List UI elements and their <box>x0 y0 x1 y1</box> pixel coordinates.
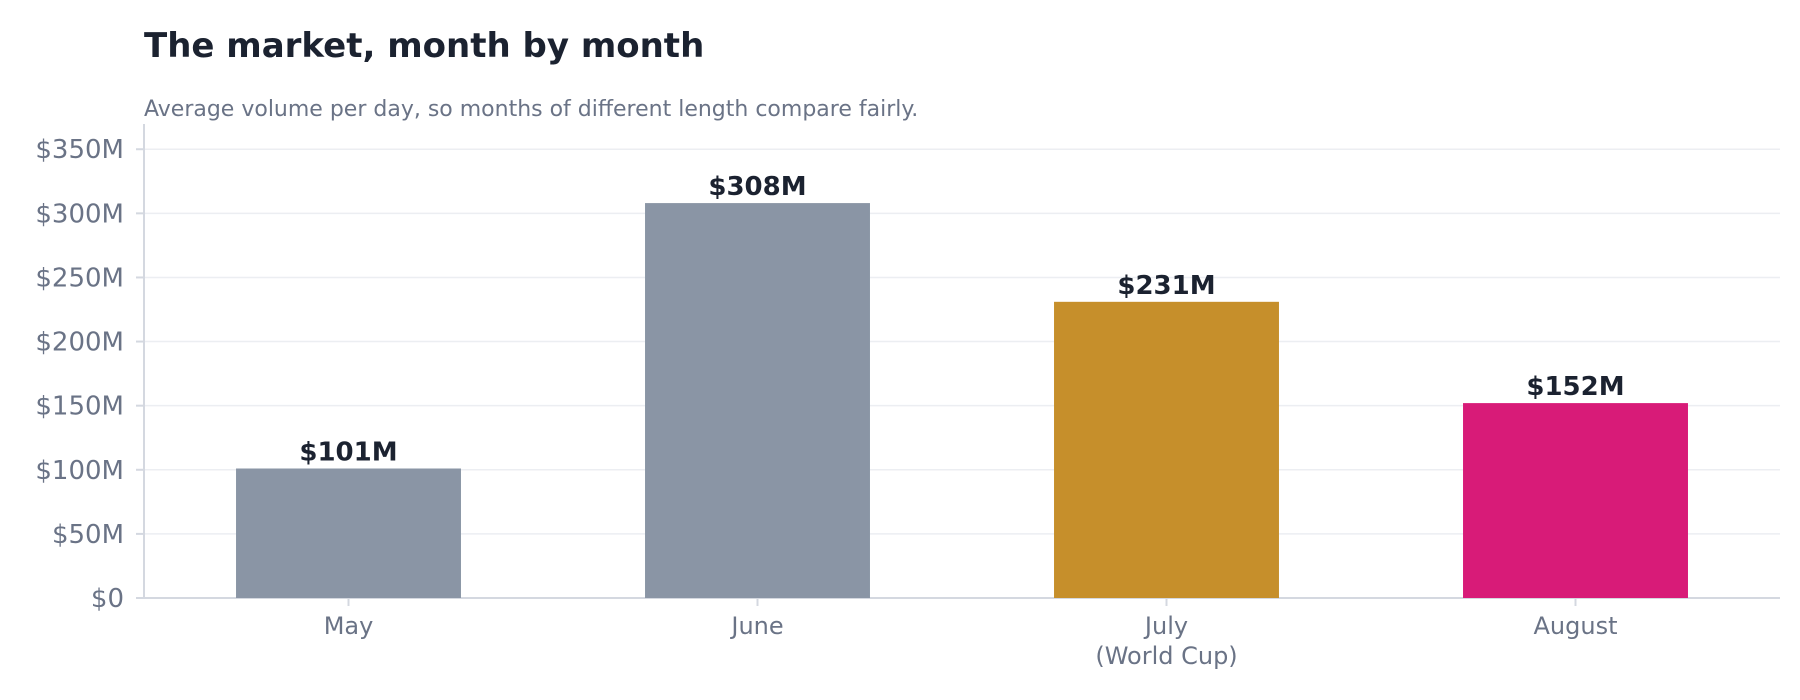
bar-value-label: $152M <box>1526 372 1624 402</box>
y-tick-label: $250M <box>35 263 124 293</box>
y-tick-label: $50M <box>52 520 124 550</box>
bar <box>645 203 870 598</box>
y-tick-label: $300M <box>35 199 124 229</box>
x-axis-ticks: May June July(World Cup) August <box>324 598 1618 670</box>
chart-subtitle: Average volume per day, so months of dif… <box>144 97 918 122</box>
y-tick-label: $200M <box>35 328 124 358</box>
x-tick-label: August <box>1534 612 1618 640</box>
x-tick-label: May <box>324 612 374 640</box>
bars <box>236 203 1688 598</box>
x-tick-label: June <box>729 612 783 640</box>
x-tick-label: July <box>1143 612 1188 640</box>
y-tick-label: $100M <box>35 456 124 486</box>
bar-value-label: $101M <box>299 437 397 467</box>
y-tick-label: $350M <box>35 135 124 165</box>
chart-title: The market, month by month <box>144 26 704 66</box>
y-tick-label: $0 <box>91 584 124 614</box>
bar <box>1463 403 1688 598</box>
x-tick-label: (World Cup) <box>1095 642 1237 670</box>
data-labels: $101M $308M $231M $152M <box>299 172 1624 467</box>
bar-value-label: $308M <box>708 172 806 202</box>
y-tick-label: $150M <box>35 392 124 422</box>
bar <box>236 468 461 598</box>
bar-value-label: $231M <box>1117 271 1215 301</box>
y-axis-ticks: $0 $50M $100M $150M $200M $250M $300M $350M <box>35 135 144 614</box>
bar <box>1054 301 1279 598</box>
